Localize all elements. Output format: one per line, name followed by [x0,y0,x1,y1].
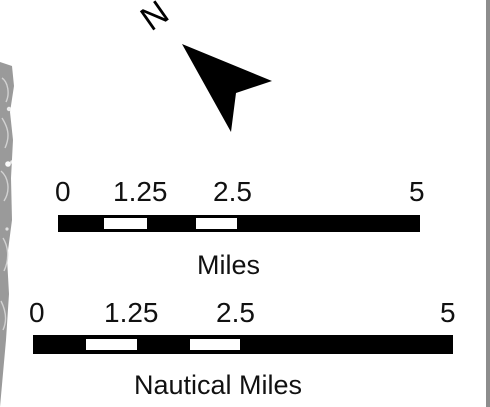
miles-tick-2-5: 2.5 [213,176,252,207]
north-arrow-icon [182,44,272,132]
miles-scale-bar [58,215,420,232]
nautical-miles-tick-1-25: 1.25 [104,297,159,328]
miles-tick-1-25: 1.25 [113,176,168,207]
miles-unit-label: Miles [197,250,261,280]
north-label-group: N [134,0,176,39]
nautical-miles-tick-5: 5 [440,297,456,328]
nautical-miles-scale-white-segment-1 [86,339,137,350]
map-right-border [486,0,490,407]
north-label: N [134,0,176,39]
nautical-miles-tick-2-5: 2.5 [216,297,255,328]
nautical-miles-scale-bar [33,335,453,354]
miles-scale-white-segment-2 [196,218,237,229]
miles-tick-5: 5 [409,176,425,207]
nautical-miles-scale-white-segment-2 [190,339,240,350]
map-terrain-edge [0,62,14,407]
miles-scale-white-segment-1 [104,218,147,229]
nautical-miles-tick-0: 0 [29,297,45,328]
miles-tick-0: 0 [55,176,71,207]
north-arrow: N [134,0,272,132]
nautical-miles-unit-label: Nautical Miles [134,370,303,400]
